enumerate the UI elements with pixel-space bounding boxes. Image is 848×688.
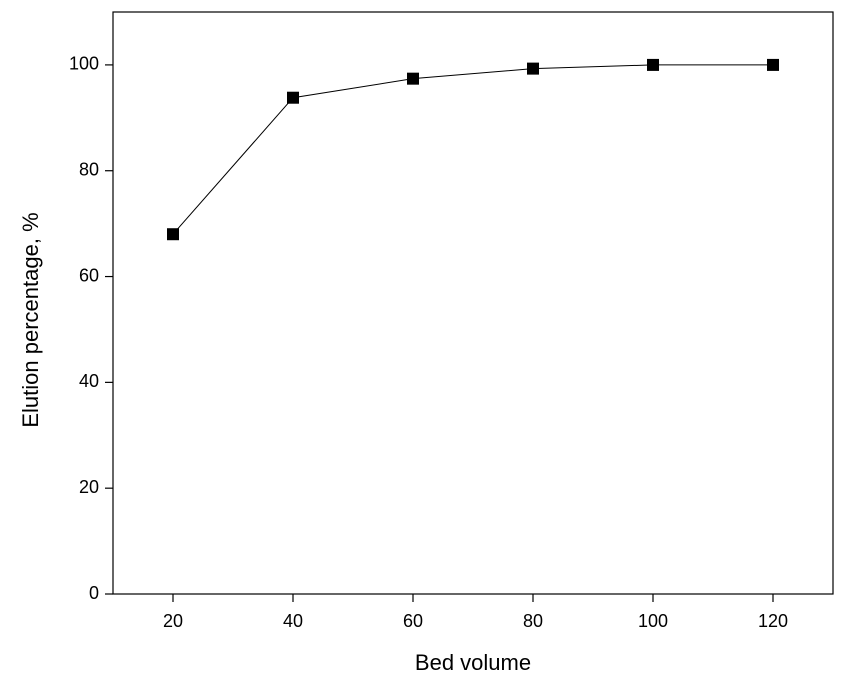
y-tick-label: 0 — [89, 583, 99, 603]
x-tick-label: 60 — [403, 611, 423, 631]
data-point — [527, 62, 539, 75]
x-axis-label: Bed volume — [415, 650, 531, 675]
data-point — [647, 58, 659, 71]
y-axis-label: Elution percentage, % — [18, 212, 43, 427]
x-tick-label: 100 — [638, 611, 668, 631]
x-tick-label: 20 — [163, 611, 183, 631]
data-point — [167, 228, 179, 241]
data-point — [407, 72, 419, 85]
y-tick-label: 80 — [79, 159, 99, 179]
data-line — [172, 64, 773, 235]
x-tick-label: 120 — [758, 611, 788, 631]
plot-frame — [112, 11, 834, 595]
x-tick-label: 40 — [283, 611, 303, 631]
y-tick-label: 100 — [69, 54, 99, 74]
data-point — [287, 91, 299, 104]
y-tick-label: 60 — [79, 265, 99, 285]
y-tick-label: 40 — [79, 371, 99, 391]
x-tick-label: 80 — [523, 611, 543, 631]
y-tick-label: 20 — [79, 477, 99, 497]
data-point — [767, 58, 779, 71]
